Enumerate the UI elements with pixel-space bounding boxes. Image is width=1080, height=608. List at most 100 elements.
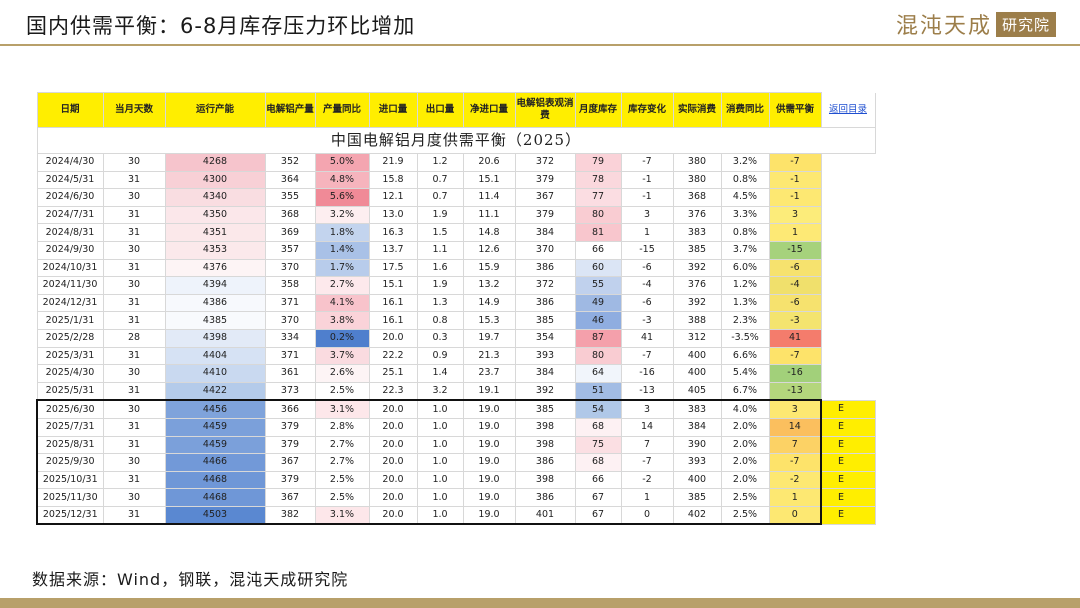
table-cell: -7 bbox=[768, 453, 822, 472]
table-cell: 21.3 bbox=[462, 346, 516, 366]
table-cell: 384 bbox=[672, 417, 722, 437]
table-cell: 3 bbox=[620, 399, 674, 419]
table-cell: 4503 bbox=[164, 505, 266, 526]
table-cell: 30 bbox=[102, 488, 166, 507]
table-cell: 4398 bbox=[164, 328, 266, 348]
supply-demand-table-container: 中国电解铝月度供需平衡（2025） 日期 当月天数 运行产能 电解铝产量 产量同比 进口量… bbox=[36, 92, 876, 526]
table-cell: 12.6 bbox=[462, 240, 516, 260]
table-cell: 390 bbox=[672, 435, 722, 455]
table-cell: 386 bbox=[514, 488, 576, 507]
table-cell: 366 bbox=[264, 399, 316, 419]
table-cell: 405 bbox=[672, 381, 722, 401]
table-cell: 66 bbox=[574, 470, 622, 490]
table-cell: 49 bbox=[574, 293, 622, 313]
table-cell: 373 bbox=[264, 381, 316, 401]
table-cell: 20.0 bbox=[368, 505, 418, 526]
table-row: 2024/11/30 30 4394 358 2.7% 15.1 1.9 13.2 372 55-… bbox=[36, 276, 875, 295]
table-cell: 54 bbox=[574, 399, 622, 419]
table-cell: 31 bbox=[102, 258, 166, 278]
estimate-flag-cell: E bbox=[820, 470, 876, 490]
table-cell: 2025/4/30 bbox=[36, 364, 104, 383]
table-cell: 3.7% bbox=[314, 346, 370, 366]
table-cell: 2024/5/31 bbox=[36, 170, 104, 190]
table-cell: 67 bbox=[574, 505, 622, 526]
table-cell: 383 bbox=[672, 223, 722, 242]
table-cell: 388 bbox=[672, 311, 722, 330]
column-header: 实际消费 bbox=[672, 92, 722, 128]
table-cell: 5.6% bbox=[314, 188, 370, 207]
table-cell: -2 bbox=[768, 470, 822, 490]
table-cell: 87 bbox=[574, 328, 622, 348]
table-cell: 15.1 bbox=[462, 170, 516, 190]
table-row: 2025/6/30 30 4456 366 3.1% 20.0 1.0 19.0 385 54 3 3… bbox=[36, 399, 876, 419]
table-cell: 376 bbox=[672, 276, 722, 295]
table-cell: 386 bbox=[514, 293, 576, 313]
table-cell: 312 bbox=[672, 328, 722, 348]
table-cell: 6.7% bbox=[720, 381, 770, 401]
table-cell: 67 bbox=[574, 488, 622, 507]
table-cell: 3 bbox=[768, 399, 822, 419]
table-row: 2025/8/31 31 4459 379 2.7% 20.0 1.0 19.0 398 75 7 3… bbox=[36, 435, 876, 455]
table-cell: 1.4 bbox=[416, 364, 464, 383]
estimate-flag-cell: E bbox=[820, 505, 876, 525]
return-to-contents-link[interactable]: 返回目录 bbox=[820, 92, 876, 128]
table-cell: 2025/12/31 bbox=[36, 505, 104, 526]
table-cell: 1.0 bbox=[416, 435, 464, 455]
estimate-flag-cell: E bbox=[820, 488, 876, 507]
estimate-flag-cell bbox=[821, 294, 875, 312]
estimate-flag-cell bbox=[821, 241, 875, 259]
table-cell: 80 bbox=[574, 346, 622, 366]
table-cell: -2 bbox=[620, 470, 674, 490]
table-cell: 1.4% bbox=[314, 240, 370, 260]
table-body: 2024/4/30 30 4268 352 5.0% 21.9 1.2 20.6 372 79 -7… bbox=[36, 153, 876, 526]
table-cell: 386 bbox=[514, 258, 576, 278]
table-cell: 68 bbox=[574, 453, 622, 472]
table-cell: 400 bbox=[672, 470, 722, 490]
table-cell: 30 bbox=[102, 153, 166, 172]
estimate-flag-cell bbox=[821, 329, 875, 347]
table-cell: 31 bbox=[102, 293, 166, 313]
table-cell: 4340 bbox=[164, 188, 266, 207]
table-cell: 385 bbox=[672, 488, 722, 507]
table-cell: 7 bbox=[620, 435, 674, 455]
table-cell: 1.2% bbox=[720, 276, 770, 295]
estimate-flag-cell: E bbox=[820, 417, 876, 437]
table-cell: 354 bbox=[514, 328, 576, 348]
table-cell: 14 bbox=[620, 417, 674, 437]
table-cell: 379 bbox=[264, 435, 316, 455]
table-cell: 31 bbox=[102, 505, 166, 526]
estimate-flag-cell bbox=[821, 171, 875, 189]
table-cell: 1 bbox=[620, 223, 674, 242]
table-cell: 1.0 bbox=[416, 399, 464, 419]
table-cell: 384 bbox=[514, 364, 576, 383]
table-cell: 372 bbox=[514, 276, 576, 295]
table-cell: 386 bbox=[514, 453, 576, 472]
table-cell: -16 bbox=[620, 364, 674, 383]
table-cell: 4468 bbox=[164, 488, 266, 507]
table-cell: -15 bbox=[620, 240, 674, 260]
table-cell: 20.0 bbox=[368, 328, 418, 348]
table-cell: 31 bbox=[102, 381, 166, 401]
table-cell: 20.0 bbox=[368, 417, 418, 437]
column-header: 日期 bbox=[36, 92, 104, 128]
table-row: 2025/11/30 30 4468 367 2.5% 20.0 1.0 19.0 386 67 1… bbox=[36, 488, 876, 507]
column-header: 净进口量 bbox=[462, 92, 516, 128]
table-cell: 6.6% bbox=[720, 346, 770, 366]
table-cell: 4456 bbox=[164, 399, 266, 419]
column-header: 当月天数 bbox=[102, 92, 166, 128]
table-cell: 4468 bbox=[164, 470, 266, 490]
table-cell: 16.3 bbox=[368, 223, 418, 242]
table-cell: 75 bbox=[574, 435, 622, 455]
table-cell: -7 bbox=[620, 153, 674, 172]
table-cell: 3 bbox=[768, 205, 822, 225]
table-cell: 0 bbox=[620, 505, 674, 526]
table-cell: 393 bbox=[514, 346, 576, 366]
table-cell: 1 bbox=[768, 223, 822, 242]
table-cell: 30 bbox=[102, 399, 166, 419]
table-cell: 357 bbox=[264, 240, 316, 260]
table-cell: 4350 bbox=[164, 205, 266, 225]
column-header: 库存变化 bbox=[620, 92, 674, 128]
estimate-flag-cell bbox=[821, 365, 875, 383]
table-cell: 4.5% bbox=[720, 188, 770, 207]
table-cell: 1.0 bbox=[416, 505, 464, 526]
